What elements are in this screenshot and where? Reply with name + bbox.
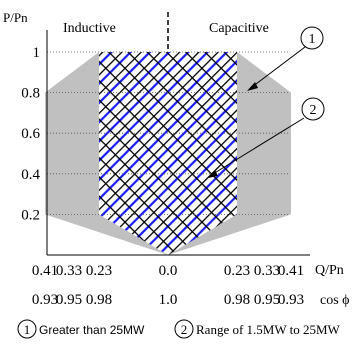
x-tick-label-q: 0.23 xyxy=(224,263,250,279)
y-axis-label: P/Pn xyxy=(3,10,28,25)
x-tick-label-q: 0.0 xyxy=(159,263,178,279)
y-tick-label: 0.2 xyxy=(21,207,40,223)
x-tick-label-q: 0.23 xyxy=(86,263,112,279)
callout-1-circle xyxy=(300,26,324,50)
x-tick-label-cosphi: 1.0 xyxy=(159,292,178,308)
x-tick-labels-cosphi: 0.930.95 0.98 1.0 0.98 0.950.93 xyxy=(32,292,304,308)
callout-2-number: 2 xyxy=(310,103,317,118)
legend-2-text: Range of 1.5MW to 25MW xyxy=(196,322,341,337)
legend-1-circle xyxy=(17,319,37,339)
legend: 1 Greater than 25MW 2 Range of 1.5MW to … xyxy=(17,319,341,339)
legend-1-text: Greater than 25MW xyxy=(39,323,145,337)
callout-1-arrowhead-icon xyxy=(247,82,258,91)
cosphi-axis-label: cos ϕ xyxy=(320,293,350,308)
callout-1-leader xyxy=(251,46,306,88)
region-left-label: Inductive xyxy=(63,21,116,36)
legend-1-number: 1 xyxy=(24,322,31,337)
y-tick-label: 0.4 xyxy=(21,167,40,183)
x-tick-label-cosphi: 0.93 xyxy=(278,292,304,308)
y-tick-label: 1 xyxy=(33,45,41,61)
callout-2-circle xyxy=(301,97,325,121)
x-axis-label: Q/Pn xyxy=(315,263,344,278)
x-tick-label-q: 0.41 xyxy=(278,263,304,279)
x-tick-label-cosphi: 0.93 xyxy=(32,292,58,308)
legend-2-circle xyxy=(174,319,194,339)
y-tick-label: 0.6 xyxy=(21,126,40,142)
inner-region-1p5mw-to-25mw xyxy=(99,52,237,255)
x-tick-label-cosphi: 0.98 xyxy=(86,292,112,308)
x-tick-labels-q: 0.410.33 0.23 0.0 0.23 0.330.41 xyxy=(32,263,304,279)
x-tick-label-cosphi: 0.95 xyxy=(254,292,280,308)
callout-2-leader xyxy=(212,117,305,175)
region-right-label: Capacitive xyxy=(209,21,269,36)
x-tick-label-q: 0.41 xyxy=(32,263,58,279)
x-tick-label-q: 0.33 xyxy=(56,263,82,279)
y-tick-labels: 1 0.8 0.6 0.4 0.2 xyxy=(21,45,40,223)
x-tick-label-cosphi: 0.95 xyxy=(56,292,82,308)
legend-2-number: 2 xyxy=(181,322,188,337)
callout-2-arrowhead-icon xyxy=(208,170,218,178)
callout-2: 2 xyxy=(208,97,325,178)
callout-1: 1 xyxy=(247,26,324,91)
x-tick-label-cosphi: 0.98 xyxy=(224,292,250,308)
x-tick-label-q: 0.33 xyxy=(254,263,280,279)
y-tick-label: 0.8 xyxy=(21,86,40,102)
callout-1-number: 1 xyxy=(309,32,316,47)
